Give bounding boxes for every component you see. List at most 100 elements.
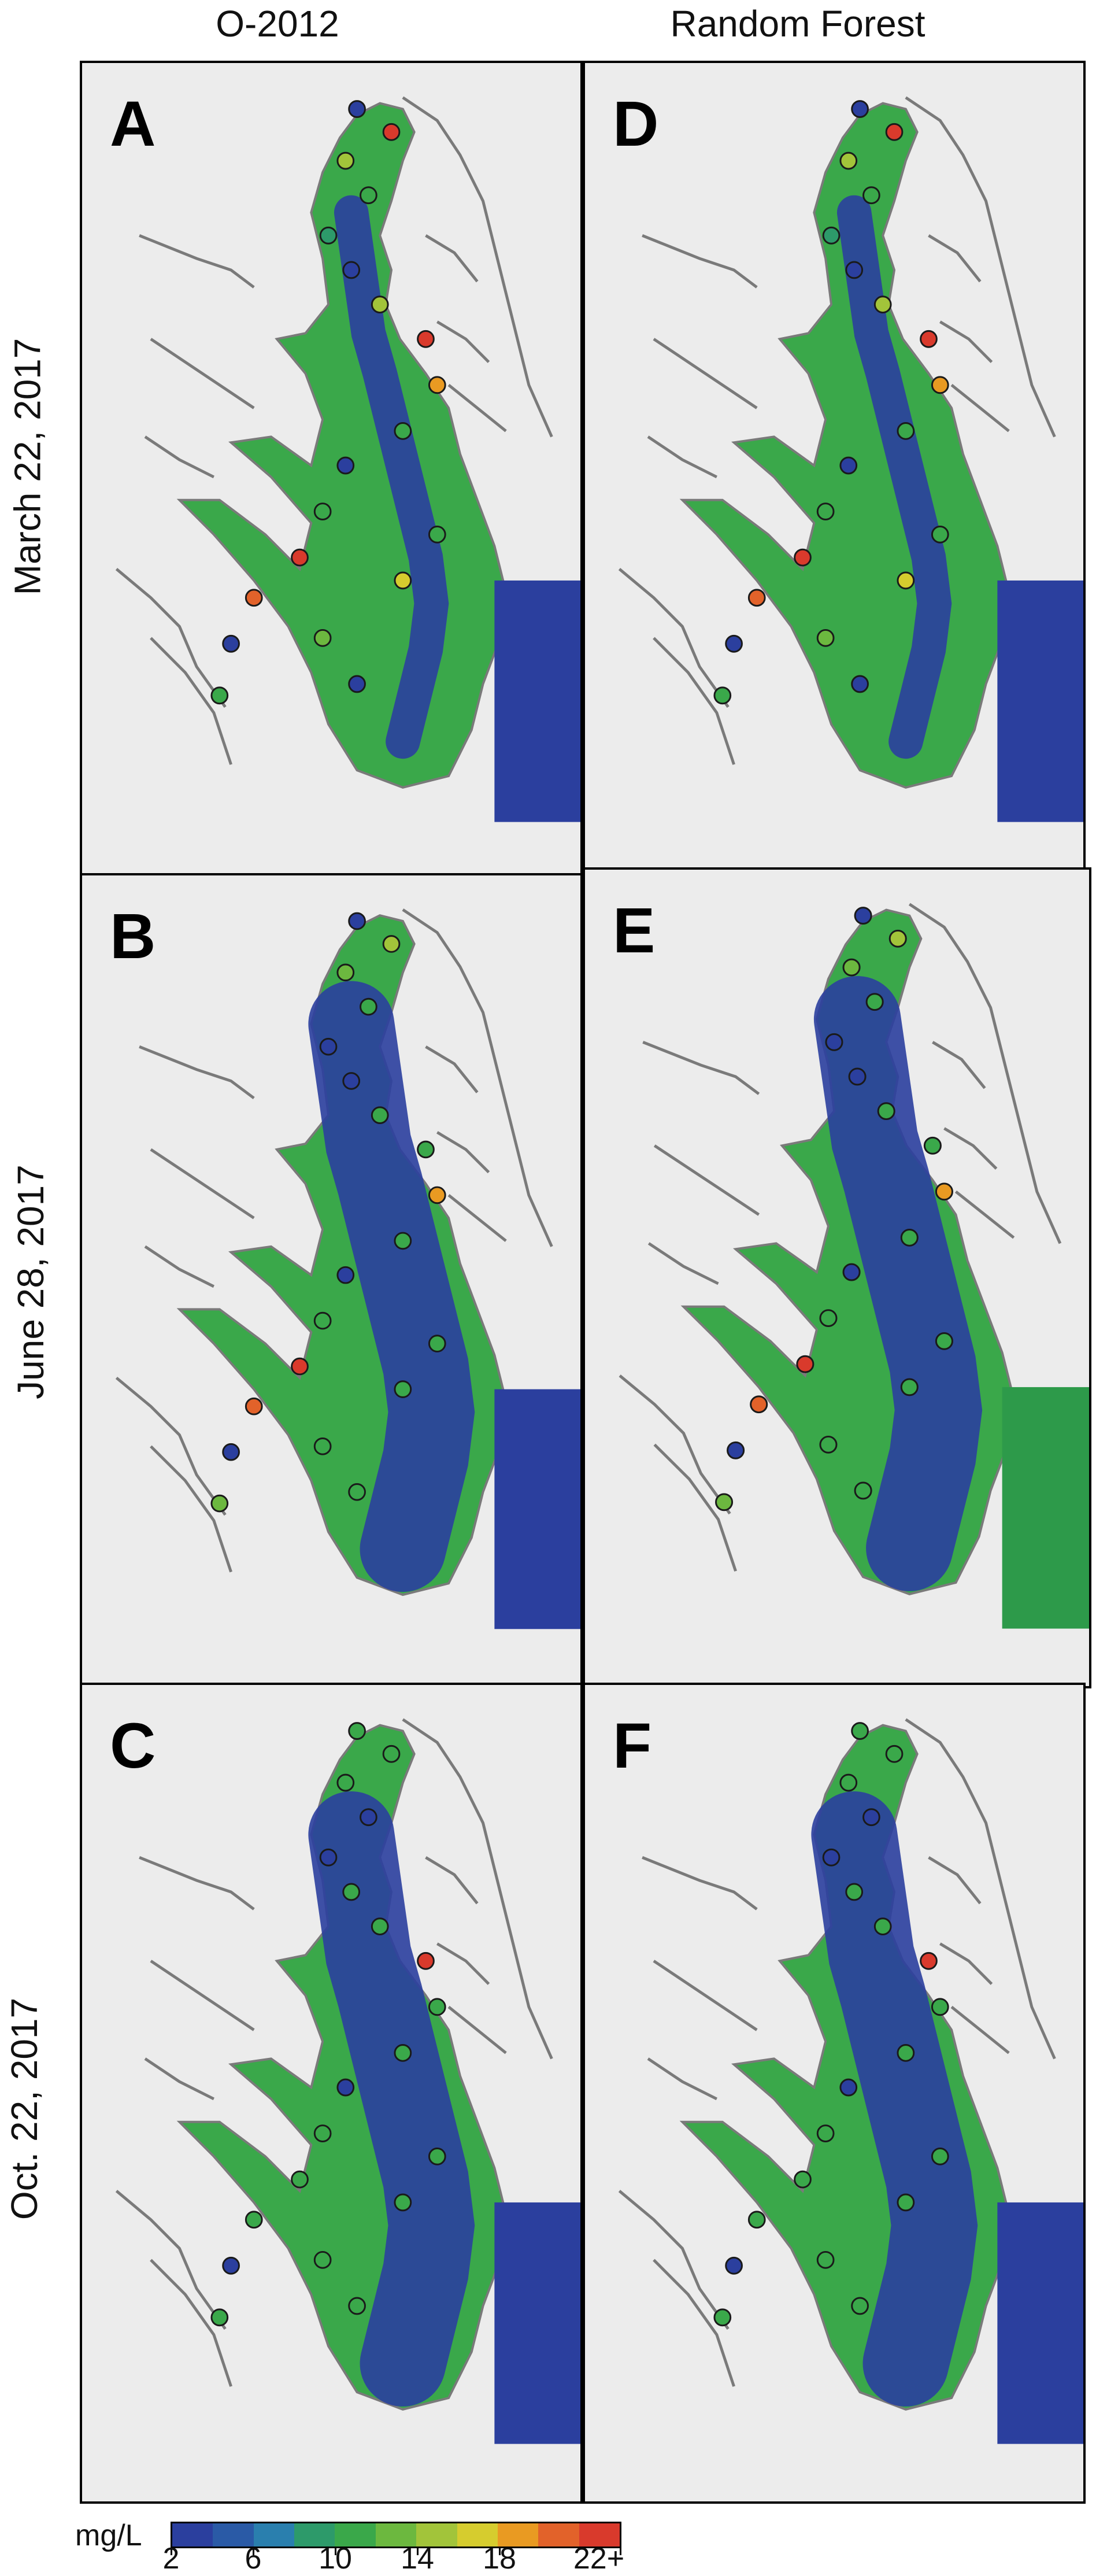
- panel-letter-e: E: [613, 895, 656, 966]
- station-point: [360, 186, 377, 205]
- column-title-o2012: O-2012: [216, 3, 339, 45]
- station-point: [313, 2124, 332, 2143]
- legend-tick-label-10: 10: [319, 2542, 352, 2575]
- legend-color-swatch: [172, 2523, 213, 2547]
- legend-color-swatch: [416, 2523, 457, 2547]
- station-point: [888, 929, 907, 948]
- shoreline: [905, 1718, 1056, 2060]
- shoreline: [144, 2057, 214, 2101]
- color-legend: mg/L 2 6 10 14 18 22+: [75, 2518, 653, 2575]
- shoreline: [447, 1193, 507, 1242]
- station-point: [885, 1745, 904, 1763]
- station-point: [854, 907, 872, 925]
- shoreline: [647, 435, 717, 479]
- station-point: [394, 1232, 412, 1250]
- station-point: [839, 456, 858, 475]
- shoreline: [402, 96, 553, 438]
- shoreline: [436, 1131, 490, 1174]
- ocean-area: [494, 1389, 580, 1629]
- station-point: [900, 1228, 919, 1247]
- shoreline: [939, 320, 993, 363]
- station-point: [348, 675, 366, 693]
- shoreline: [653, 1144, 760, 1216]
- shoreline: [943, 1127, 998, 1170]
- station-point: [931, 2147, 949, 2165]
- station-point: [747, 2211, 766, 2229]
- station-point: [428, 2147, 446, 2165]
- legend-unit-label: mg/L: [75, 2519, 142, 2552]
- station-point: [319, 226, 338, 245]
- station-point: [816, 2124, 835, 2143]
- station-point: [865, 993, 884, 1011]
- chesapeake-map: [82, 875, 580, 1686]
- station-point: [794, 548, 812, 567]
- legend-colorbar: [171, 2522, 621, 2548]
- shoreline: [618, 568, 730, 708]
- station-point: [839, 1773, 858, 1792]
- station-point: [222, 1443, 240, 1461]
- station-point: [382, 935, 401, 953]
- station-point: [348, 1483, 366, 1501]
- station-point: [222, 2256, 240, 2275]
- shoreline: [653, 2259, 735, 2387]
- legend-tick: [499, 2547, 501, 2555]
- row-label-march: March 22, 2017: [6, 338, 49, 596]
- station-point: [794, 2170, 812, 2189]
- shoreline: [139, 234, 255, 289]
- shoreline: [939, 1942, 993, 1985]
- station-point: [822, 226, 841, 245]
- shoreline: [950, 2005, 1010, 2054]
- legend-color-swatch: [335, 2523, 376, 2547]
- station-point: [825, 1033, 843, 1051]
- shoreline: [905, 96, 1056, 438]
- shoreline: [653, 338, 758, 409]
- station-point: [291, 1357, 309, 1376]
- legend-tick: [171, 2547, 172, 2555]
- station-point: [417, 1952, 435, 1970]
- legend-color-swatch: [457, 2523, 498, 2547]
- station-point: [819, 1435, 838, 1454]
- shoreline: [619, 1374, 731, 1515]
- shoreline: [115, 2190, 227, 2330]
- station-point: [839, 151, 858, 170]
- station-point: [394, 2193, 412, 2212]
- shoreline: [928, 234, 982, 283]
- ocean-area: [997, 2202, 1083, 2444]
- legend-color-swatch: [538, 2523, 579, 2547]
- station-point: [842, 1263, 861, 1281]
- shoreline: [642, 1041, 760, 1095]
- shoreline: [144, 435, 214, 479]
- station-point: [713, 2308, 732, 2327]
- station-point: [360, 997, 377, 1016]
- row-label-october: Oct. 22, 2017: [3, 1997, 46, 2220]
- station-point: [336, 963, 355, 982]
- station-point: [935, 1182, 953, 1201]
- shoreline: [139, 1856, 255, 1910]
- station-point: [342, 1883, 361, 1901]
- shoreline: [150, 1445, 232, 1573]
- station-point: [417, 330, 435, 348]
- station-point: [920, 1952, 938, 1970]
- station-point: [360, 1808, 377, 1827]
- station-point: [727, 1441, 745, 1459]
- station-point: [336, 456, 355, 475]
- shoreline: [139, 1045, 255, 1100]
- station-point: [382, 123, 401, 141]
- station-point: [877, 1102, 895, 1121]
- chesapeake-map: [82, 63, 580, 879]
- shoreline: [618, 2190, 730, 2330]
- station-point: [245, 589, 263, 607]
- station-point: [313, 629, 332, 647]
- legend-tick-label-14: 14: [401, 2542, 434, 2575]
- station-point: [336, 2078, 355, 2097]
- station-point: [428, 376, 446, 394]
- row-label-june: June 28, 2017: [9, 1165, 51, 1399]
- shoreline: [950, 383, 1010, 433]
- map-panel-f: F: [583, 1683, 1086, 2504]
- legend-tick: [335, 2547, 336, 2555]
- station-point: [394, 2043, 412, 2062]
- station-point: [394, 1380, 412, 1398]
- ocean-area: [1002, 1387, 1089, 1629]
- station-point: [920, 330, 938, 348]
